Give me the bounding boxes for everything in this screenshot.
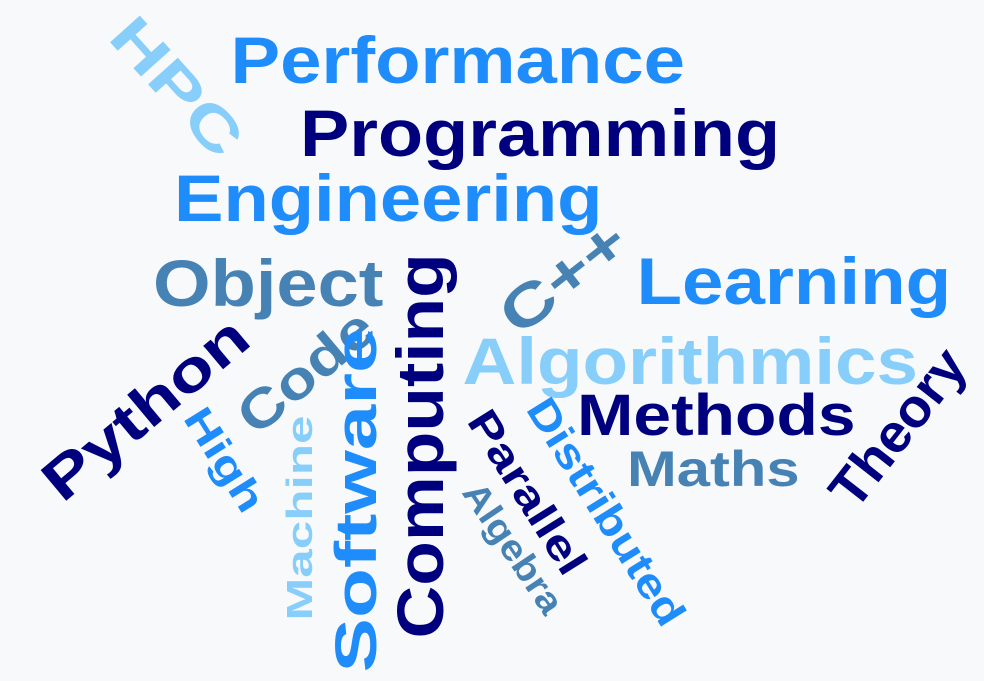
word-programming: Programming — [300, 96, 781, 170]
word-maths: Maths — [627, 441, 800, 497]
word-engineering: Engineering — [174, 161, 603, 235]
word-methods: Methods — [577, 383, 856, 448]
word-machine: Machine — [279, 415, 320, 621]
word-learning: Learning — [636, 244, 952, 318]
word-algorithmics: Algorithmics — [462, 324, 918, 398]
word-software: Software — [324, 327, 389, 673]
word-performance: Performance — [230, 23, 685, 97]
word-computing: Computing — [383, 253, 457, 639]
word-object: Object — [153, 246, 384, 320]
